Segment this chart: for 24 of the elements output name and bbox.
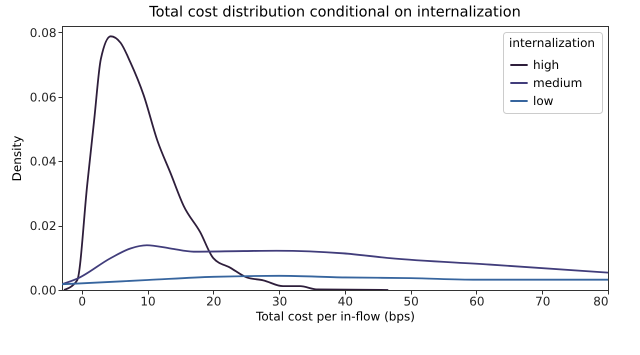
line-series <box>62 244 608 286</box>
x-tick-label: 50 <box>404 294 419 308</box>
x-tick-label: 80 <box>593 294 608 308</box>
line-series <box>62 274 608 286</box>
x-tick-label: 40 <box>338 294 354 308</box>
y-tick-label: 0.04 <box>30 154 56 169</box>
y-tick-label: 0.00 <box>30 284 56 298</box>
x-tick-label: 0 <box>78 294 86 308</box>
y-axis-title: Density <box>10 136 24 182</box>
x-tick-label: 70 <box>535 294 550 308</box>
legend-label: high <box>533 58 560 72</box>
x-tick-label: 20 <box>206 294 222 308</box>
legend-title: internalization <box>509 36 596 50</box>
y-tick-label: 0.06 <box>30 90 56 104</box>
legend-label: medium <box>533 76 582 90</box>
x-tick-label: 30 <box>272 294 288 308</box>
x-axis-title: Total cost per in-flow (bps) <box>255 310 415 324</box>
y-tick-label: 0.08 <box>30 26 56 40</box>
chart-title: Total cost distribution conditional on internalization <box>148 4 521 20</box>
legend-label: low <box>533 94 554 108</box>
line-series <box>63 35 390 290</box>
x-tick-label: 10 <box>140 294 156 308</box>
x-tick-label: 60 <box>469 294 485 308</box>
y-tick-label: 0.02 <box>30 219 56 234</box>
